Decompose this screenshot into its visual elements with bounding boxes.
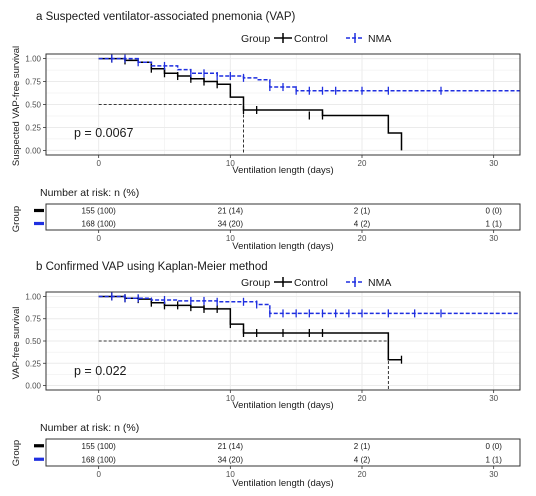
- panel-b-legend-nma-key: [346, 277, 364, 287]
- panel-a-y-tick-label: 0.50: [25, 101, 41, 110]
- panel-b-plot-area: 0 10 20 30 0.00 0.25 0.50 0.75 1.00: [25, 291, 521, 403]
- panel-a-risk-control-cell: 21 (14): [218, 207, 244, 216]
- panel-a-risk-control-cell: 155 (100): [82, 207, 117, 216]
- panel-b-risk-nma-cell: 168 (100): [82, 455, 117, 464]
- panel-b-y-tick-label: 0.50: [25, 337, 41, 346]
- panel-a-risk-body: 155 (100) 21 (14) 2 (1) 0 (0) 168 (100) 34 (2…: [34, 203, 521, 243]
- panel-a-y-tick-label: 0.25: [25, 123, 41, 132]
- panel-a-x-tick-label: 20: [358, 159, 367, 168]
- panel-b-survival-plot: b Confirmed VAP using Kaplan-Meier metho…: [11, 261, 521, 411]
- panel-b-x-tick-label: 30: [489, 394, 498, 403]
- panel-b-title: b Confirmed VAP using Kaplan-Meier metho…: [36, 261, 268, 273]
- panel-b-p-value: p = 0.022: [74, 364, 127, 378]
- panel-b-risk-group-label: Group: [11, 440, 22, 466]
- panel-a-risk-control-cell: 0 (0): [485, 207, 502, 216]
- panel-a-x-tick-label: 0: [96, 159, 101, 168]
- panel-a-survival-plot: a Suspected ventilator-associated pnemon…: [11, 11, 521, 176]
- panel-b-risk-x-axis-label: Ventilation length (days): [232, 478, 333, 489]
- panel-b-y-axis-label: VAP-free survival: [11, 307, 22, 380]
- panel-a-legend-control-label: Control: [294, 33, 328, 45]
- panel-a-y-tick-label: 0.75: [25, 78, 41, 87]
- panel-b-risk-nma-cell: 34 (20): [218, 455, 244, 464]
- panel-a-y-axis-label: Suspected VAP-free survival: [11, 46, 22, 166]
- panel-b-legend: Group Control NMA: [241, 277, 391, 289]
- panel-a-legend-title: Group: [241, 33, 270, 45]
- panel-b-x-tick-label: 10: [226, 394, 235, 403]
- panel-a-x-tick-label: 30: [489, 159, 498, 168]
- panel-b-x-tick-label: 0: [96, 394, 101, 403]
- panel-a-title: a Suspected ventilator-associated pnemon…: [36, 11, 295, 23]
- panel-a-risk-nma-cell: 34 (20): [218, 220, 244, 229]
- panel-a-nma-survival-curve: [98, 57, 520, 92]
- panel-b-y-tick-label: 0.00: [25, 382, 41, 391]
- panel-a-risk-group-label: Group: [11, 206, 22, 232]
- panel-b-nma-survival-curve: [98, 295, 520, 315]
- panel-b-risk-table: Number at risk: n (%) Group Ventilation …: [11, 422, 521, 489]
- panel-a-risk-control-cell: 2 (1): [354, 207, 371, 216]
- panel-b-risk-body: 155 (100) 21 (14) 2 (1) 0 (0) 168 (100) 34 (2…: [34, 438, 521, 479]
- panel-b-risk-control-cell: 21 (14): [218, 442, 244, 451]
- panel-b-plot-frame: [45, 291, 521, 391]
- panel-a-risk-nma-cell: 4 (2): [354, 220, 371, 229]
- panel-a-legend-nma-key: [346, 33, 364, 43]
- panel-b-legend-nma-label: NMA: [368, 277, 391, 289]
- panel-b-legend-control-label: Control: [294, 277, 328, 289]
- panel-a-risk-nma-cell: 168 (100): [82, 220, 117, 229]
- panel-b-y-tick-label: 0.75: [25, 315, 41, 324]
- panel-a-risk-frame: [45, 203, 521, 231]
- panel-a-risk-table: Number at risk: n (%) Group Ventilation …: [11, 187, 521, 252]
- panel-a-risk-x-axis-label: Ventilation length (days): [232, 241, 333, 252]
- panel-a-risk-x-tick-label: 30: [489, 234, 498, 243]
- panel-b-legend-control-key: [274, 277, 292, 287]
- panel-a-legend-nma-label: NMA: [368, 33, 391, 45]
- panel-a-risk-nma-cell: 1 (1): [485, 220, 502, 229]
- panel-b-risk-x-tick-label: 20: [358, 470, 367, 479]
- panel-b-risk-control-cell: 2 (1): [354, 442, 371, 451]
- panel-a-x-tick-label: 10: [226, 159, 235, 168]
- panel-a-legend-control-key: [274, 33, 292, 43]
- panel-b-x-axis-label: Ventilation length (days): [232, 400, 333, 411]
- panel-a-risk-x-tick-label: 20: [358, 234, 367, 243]
- panel-b-legend-title: Group: [241, 277, 270, 289]
- panel-b-control-survival-curve: [98, 295, 402, 361]
- panel-a-plot-frame: [45, 53, 521, 156]
- panel-b-risk-x-tick-label: 0: [96, 470, 101, 479]
- panel-a-y-tick-label: 0.00: [25, 146, 41, 155]
- panel-a-risk-x-tick-label: 10: [226, 234, 235, 243]
- panel-a-plot-area: 0 10 20 30 0.00 0.25 0.50 0.75 1.00: [25, 53, 521, 168]
- panel-b-risk-x-tick-label: 30: [489, 470, 498, 479]
- panel-b-x-tick-label: 20: [358, 394, 367, 403]
- panel-b-risk-x-tick-label: 10: [226, 470, 235, 479]
- panel-a-y-tick-label: 1.00: [25, 55, 41, 64]
- panel-a-risk-title: Number at risk: n (%): [40, 187, 139, 199]
- panel-a-x-axis-label: Ventilation length (days): [232, 165, 333, 176]
- panel-b-risk-title: Number at risk: n (%): [40, 422, 139, 434]
- panel-b-risk-frame: [45, 438, 521, 467]
- panel-b-risk-nma-cell: 1 (1): [485, 455, 502, 464]
- panel-b-y-tick-label: 0.25: [25, 359, 41, 368]
- panel-b-y-tick-label: 1.00: [25, 292, 41, 301]
- panel-a-legend: Group Control NMA: [241, 33, 391, 45]
- panel-a-p-value: p = 0.0067: [74, 126, 133, 140]
- panel-b-risk-nma-cell: 4 (2): [354, 455, 371, 464]
- panel-b-risk-control-cell: 0 (0): [485, 442, 502, 451]
- panel-b-risk-control-cell: 155 (100): [82, 442, 117, 451]
- panel-a-risk-x-tick-label: 0: [96, 234, 101, 243]
